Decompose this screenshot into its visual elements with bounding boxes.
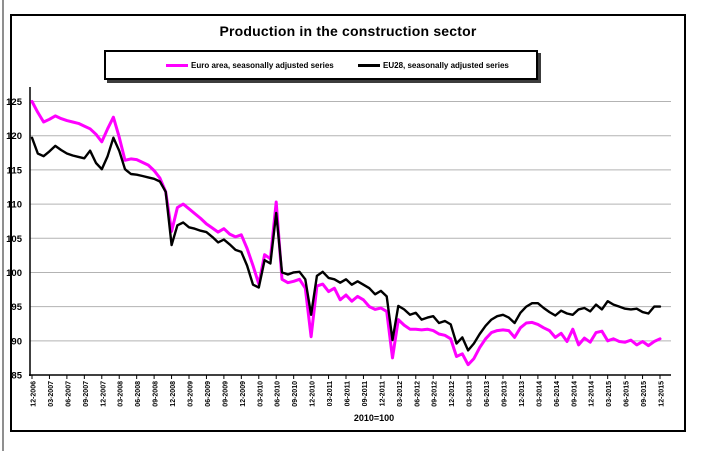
- legend-box: Euro area, seasonally adjusted series EU…: [104, 50, 538, 80]
- svg-text:09-2014: 09-2014: [571, 381, 578, 407]
- svg-text:105: 105: [6, 234, 23, 245]
- svg-text:06-2013: 06-2013: [484, 381, 491, 407]
- svg-text:12-2012: 12-2012: [449, 381, 456, 407]
- svg-text:06-2012: 06-2012: [414, 381, 421, 407]
- svg-text:06-2008: 06-2008: [135, 381, 142, 407]
- svg-text:06-2015: 06-2015: [624, 381, 631, 407]
- svg-text:09-2007: 09-2007: [83, 381, 90, 407]
- svg-text:125: 125: [6, 97, 23, 108]
- euro-area-line-swatch-icon: [166, 63, 188, 67]
- svg-text:115: 115: [7, 165, 23, 176]
- gridlines: [30, 101, 671, 342]
- series-line-euro-area: [30, 100, 662, 367]
- x-axis-labels: 12-2006 03-2007 06-2007 09-2007 12-2007 03-20…: [31, 381, 666, 407]
- svg-text:12-2015: 12-2015: [659, 381, 666, 407]
- axis-footnote: 2010=100: [354, 413, 394, 423]
- svg-text:12-2007: 12-2007: [100, 381, 107, 407]
- svg-text:12-2010: 12-2010: [310, 381, 317, 407]
- svg-text:09-2013: 09-2013: [502, 381, 509, 407]
- svg-text:09-2011: 09-2011: [362, 381, 369, 406]
- eu28-line-swatch-icon: [358, 63, 380, 67]
- series-line-eu28: [30, 136, 662, 352]
- svg-text:100: 100: [6, 268, 22, 279]
- legend-item-eu28: EU28, seasonally adjusted series: [358, 52, 509, 78]
- svg-text:110: 110: [7, 200, 22, 211]
- svg-text:03-2013: 03-2013: [467, 381, 474, 407]
- svg-text:12-2008: 12-2008: [170, 381, 177, 407]
- svg-text:09-2015: 09-2015: [641, 381, 648, 407]
- svg-text:12-2013: 12-2013: [519, 381, 526, 407]
- svg-text:06-2009: 06-2009: [205, 381, 212, 407]
- y-axis-labels: 85 90 95 100 105 110 115 120 125: [6, 97, 23, 382]
- chart-title: Production in the construction sector: [219, 23, 477, 39]
- x-axis-ticks: [31, 375, 661, 379]
- svg-text:03-2009: 03-2009: [188, 381, 195, 407]
- svg-text:12-2006: 12-2006: [31, 381, 38, 407]
- svg-text:06-2007: 06-2007: [65, 381, 72, 407]
- svg-text:03-2011: 03-2011: [327, 381, 334, 406]
- svg-text:06-2010: 06-2010: [275, 381, 282, 407]
- svg-text:12-2009: 12-2009: [240, 381, 247, 407]
- svg-text:06-2014: 06-2014: [554, 381, 561, 407]
- legend-item-euro-area: Euro area, seasonally adjusted series: [166, 52, 334, 78]
- legend-label-euro-area: Euro area, seasonally adjusted series: [191, 60, 334, 70]
- svg-text:03-2010: 03-2010: [257, 381, 264, 407]
- svg-text:12-2014: 12-2014: [589, 381, 596, 407]
- svg-text:03-2012: 03-2012: [397, 381, 404, 407]
- svg-text:95: 95: [11, 302, 22, 313]
- svg-text:03-2015: 03-2015: [606, 381, 613, 407]
- svg-text:90: 90: [11, 336, 22, 347]
- svg-text:09-2010: 09-2010: [292, 381, 299, 407]
- svg-text:06-2011: 06-2011: [345, 381, 352, 406]
- svg-text:09-2008: 09-2008: [153, 381, 160, 407]
- window-edge-line: [2, 0, 4, 451]
- legend-label-eu28: EU28, seasonally adjusted series: [383, 60, 509, 70]
- svg-text:09-2012: 09-2012: [432, 381, 439, 407]
- svg-text:09-2009: 09-2009: [222, 381, 229, 407]
- svg-text:03-2007: 03-2007: [48, 381, 55, 407]
- svg-text:85: 85: [11, 371, 22, 382]
- svg-text:03-2008: 03-2008: [118, 381, 125, 407]
- svg-text:03-2014: 03-2014: [536, 381, 543, 407]
- svg-text:12-2011: 12-2011: [379, 381, 386, 406]
- chart-frame: Production in the construction sector Eu…: [10, 14, 686, 432]
- svg-text:120: 120: [6, 131, 22, 142]
